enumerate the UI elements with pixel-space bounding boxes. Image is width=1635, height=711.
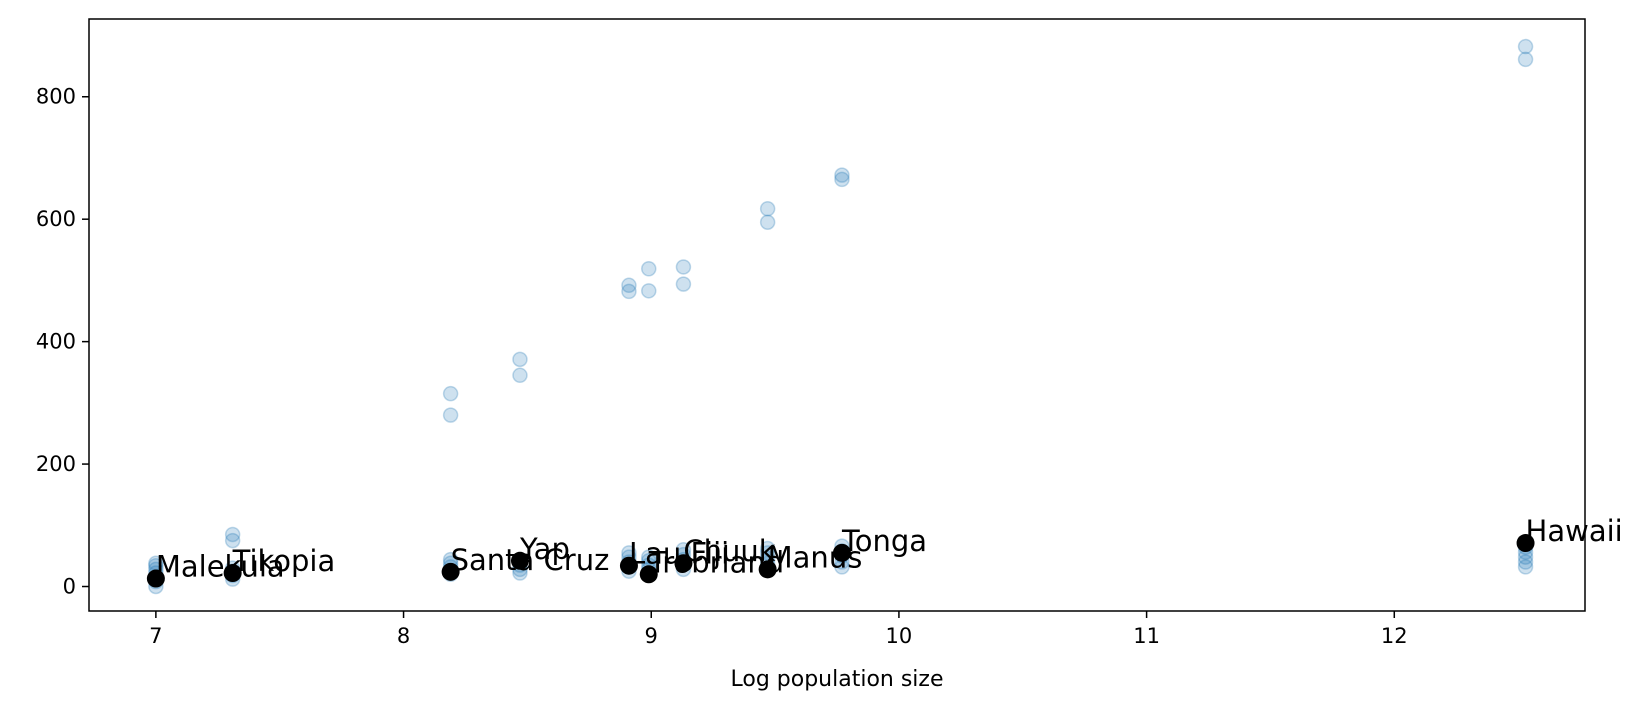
sample-point [224, 532, 241, 549]
sample-point [512, 367, 528, 384]
sample-point [442, 385, 459, 402]
x-tick-label: 11 [1133, 624, 1160, 648]
sample-point [641, 283, 657, 299]
sample-point [1517, 554, 1534, 570]
x-tick-label: 7 [149, 624, 162, 648]
point-label: Trobriand [648, 545, 784, 579]
sample-point [621, 283, 637, 300]
sample-point [512, 351, 528, 368]
mean-point [619, 556, 638, 575]
mean-point [758, 560, 777, 579]
sample-point [1517, 51, 1534, 68]
sample-point [641, 549, 657, 565]
point-label: Manus [768, 540, 863, 574]
mean-point [146, 569, 165, 588]
x-axis-label: Log population size [730, 667, 943, 692]
sample-point [759, 540, 776, 557]
x-tick-label: 10 [886, 624, 913, 648]
mean-points-layer [146, 534, 1535, 588]
mean-point [223, 564, 242, 583]
point-label: Hawaii [1526, 514, 1623, 548]
y-tick-label: 200 [36, 452, 76, 476]
point-label: Yap [519, 532, 570, 566]
sample-point [759, 214, 776, 231]
y-tick-label: 400 [36, 330, 76, 354]
point-label: Tikopia [232, 544, 336, 578]
x-tick-label: 8 [397, 624, 410, 648]
point-label: Lau Fiji [629, 537, 729, 571]
sample-point [641, 261, 657, 277]
point-label: Santa Cruz [451, 543, 610, 577]
mean-point [832, 543, 851, 562]
y-tick-label: 0 [63, 575, 76, 599]
x-axis-ticks: 7 8 9 10 11 12 [149, 611, 1408, 648]
plot-frame [88, 18, 1586, 612]
sample-point [675, 276, 692, 292]
sample-point [834, 167, 850, 183]
mean-point [639, 565, 658, 584]
point-label: Tonga [841, 524, 927, 558]
x-tick-label: 12 [1381, 624, 1408, 648]
point-label: Malekula [156, 550, 285, 584]
sample-point [621, 277, 637, 294]
y-tick-label: 600 [36, 207, 76, 231]
mean-point [510, 551, 529, 570]
sample-point [834, 171, 850, 188]
sample-point [1517, 559, 1534, 575]
sample-point [442, 407, 459, 423]
sample-point [759, 545, 776, 561]
sample-point [1517, 38, 1534, 55]
point-label: Chuuk [683, 534, 775, 568]
sample-point [759, 201, 776, 217]
x-tick-label: 9 [645, 624, 658, 648]
sample-point [675, 259, 692, 275]
mean-point [441, 562, 460, 581]
y-axis-ticks: 0 200 400 600 800 [36, 85, 89, 599]
mean-point [674, 554, 693, 573]
sample-point [224, 526, 241, 543]
y-tick-label: 800 [36, 85, 76, 109]
mean-point [1516, 534, 1535, 553]
